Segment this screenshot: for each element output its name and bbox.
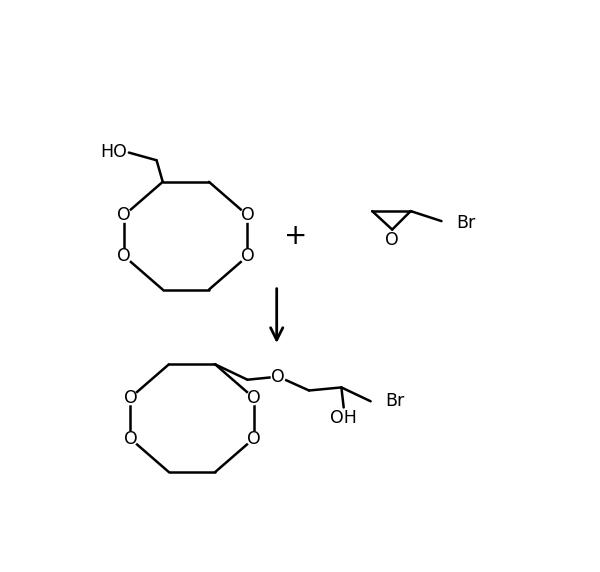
Text: Br: Br xyxy=(385,392,404,410)
Circle shape xyxy=(118,249,131,263)
Text: O: O xyxy=(124,430,137,448)
Text: O: O xyxy=(118,206,131,224)
Text: O: O xyxy=(247,389,260,407)
Text: O: O xyxy=(241,247,254,265)
Circle shape xyxy=(241,249,254,263)
Circle shape xyxy=(241,208,254,222)
Text: OH: OH xyxy=(330,409,357,427)
Text: O: O xyxy=(118,247,131,265)
Text: O: O xyxy=(241,206,254,224)
Circle shape xyxy=(118,208,131,222)
Circle shape xyxy=(247,391,260,404)
Circle shape xyxy=(247,432,260,446)
Text: O: O xyxy=(271,368,285,386)
Text: O: O xyxy=(124,389,137,407)
Text: +: + xyxy=(284,222,308,250)
Circle shape xyxy=(124,391,137,404)
Text: Br: Br xyxy=(456,214,475,232)
Circle shape xyxy=(271,370,285,384)
Circle shape xyxy=(124,432,137,446)
Text: O: O xyxy=(385,231,398,249)
Text: HO: HO xyxy=(100,143,127,161)
Text: O: O xyxy=(247,430,260,448)
